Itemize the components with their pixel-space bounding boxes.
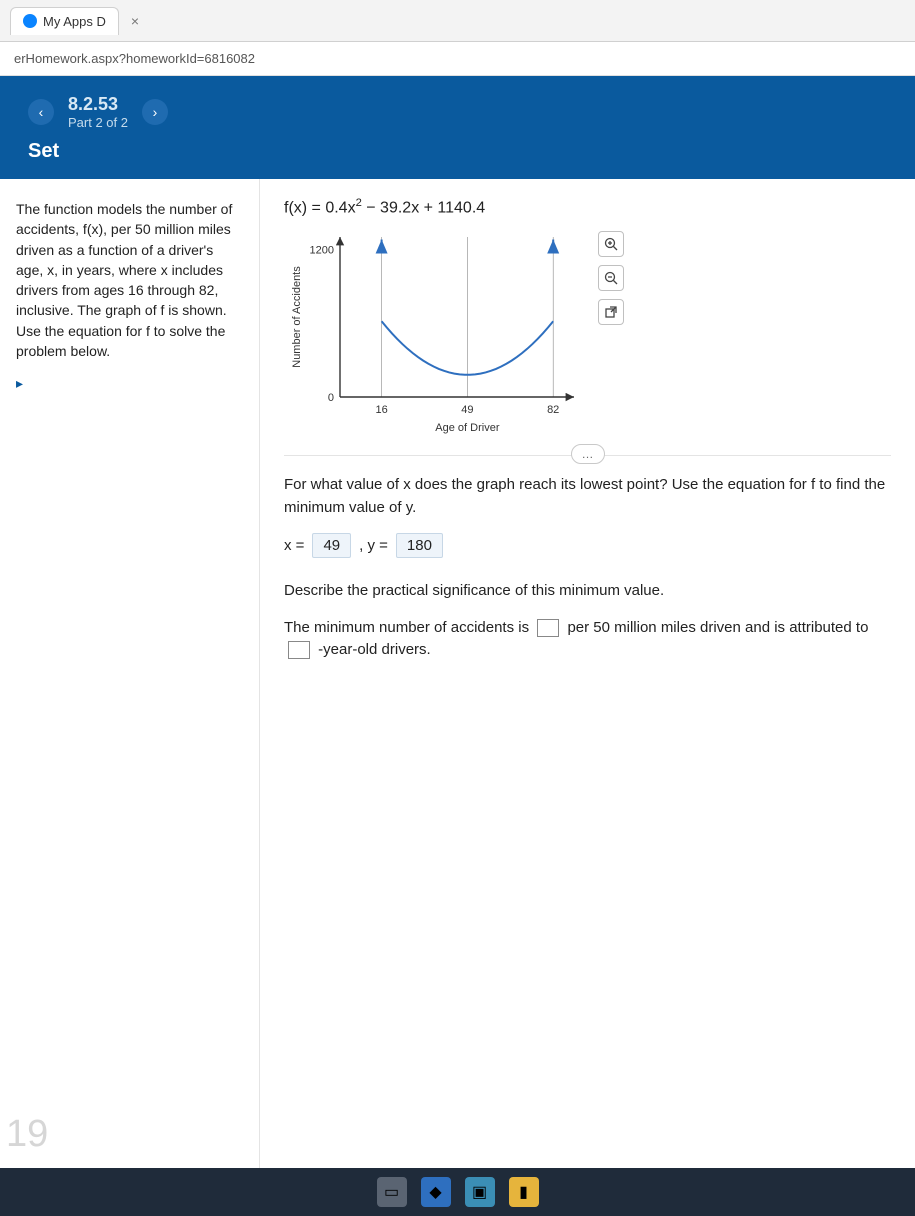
tab-close-icon[interactable]: × bbox=[131, 14, 139, 28]
browser-tab-strip: My Apps D × bbox=[0, 0, 915, 42]
svg-text:16: 16 bbox=[375, 404, 387, 416]
svg-text:Age of Driver: Age of Driver bbox=[435, 422, 500, 434]
svg-text:Number of Accidents: Number of Accidents bbox=[291, 266, 303, 368]
taskbar-app-icon[interactable]: ◆ bbox=[421, 1177, 451, 1207]
question-number: 8.2.53 bbox=[68, 94, 128, 115]
prev-question-button[interactable]: ‹ bbox=[28, 99, 54, 125]
problem-text: The function models the number of accide… bbox=[16, 199, 243, 361]
tab-title: My Apps D bbox=[43, 14, 106, 29]
popout-icon[interactable] bbox=[598, 299, 624, 325]
answer-x-input[interactable]: 49 bbox=[312, 533, 351, 558]
question-2-lead: Describe the practical significance of t… bbox=[284, 580, 891, 603]
collapse-chevron-icon[interactable]: ▸ bbox=[16, 373, 23, 393]
accidents-chart: 1200 0 16 49 82 Age of Driver Number of Accide… bbox=[284, 227, 584, 441]
page-number: 19 bbox=[6, 1113, 48, 1156]
work-panel: f(x) = 0.4x2 − 39.2x + 1140.4 1200 0 16 49 8… bbox=[260, 179, 915, 1168]
problem-statement-panel: The function models the number of accide… bbox=[0, 179, 260, 1168]
q2-part-c: -year-old drivers. bbox=[318, 641, 431, 658]
set-label-text: Set bbox=[28, 140, 59, 162]
function-formula: f(x) = 0.4x2 − 39.2x + 1140.4 bbox=[284, 197, 891, 217]
formula-part-a: f(x) = 0.4x bbox=[284, 199, 356, 216]
q2-part-a: The minimum number of accidents is bbox=[284, 619, 533, 636]
taskbar-app-icon[interactable]: ▭ bbox=[377, 1177, 407, 1207]
q2-part-b: per 50 million miles driven and is attri… bbox=[567, 619, 868, 636]
blank-accidents-input[interactable] bbox=[537, 619, 559, 637]
question-1-text: For what value of x does the graph reach… bbox=[284, 474, 891, 519]
x-equals-label: x = bbox=[284, 537, 304, 554]
question-nav-bar: ‹ 8.2.53 Part 2 of 2 › bbox=[0, 76, 915, 144]
answer-y-input[interactable]: 180 bbox=[396, 533, 443, 558]
answer-row: x = 49 , y = 180 bbox=[284, 533, 891, 558]
chart-tool-column bbox=[598, 227, 624, 325]
question-2-sentence: The minimum number of accidents is per 5… bbox=[284, 617, 891, 662]
homework-set-label: Set bbox=[0, 140, 915, 179]
svg-text:1200: 1200 bbox=[310, 245, 334, 257]
question-part: Part 2 of 2 bbox=[68, 115, 128, 130]
zoom-in-icon[interactable] bbox=[598, 231, 624, 257]
tab-favicon bbox=[23, 14, 37, 28]
taskbar-app-icon[interactable]: ▮ bbox=[509, 1177, 539, 1207]
svg-text:82: 82 bbox=[547, 404, 559, 416]
svg-text:0: 0 bbox=[328, 392, 334, 404]
content-area: The function models the number of accide… bbox=[0, 179, 915, 1168]
taskbar-app-icon[interactable]: ▣ bbox=[465, 1177, 495, 1207]
browser-url-bar[interactable]: erHomework.aspx?homeworkId=6816082 bbox=[0, 42, 915, 76]
y-equals-label: , y = bbox=[359, 537, 388, 554]
blank-age-input[interactable] bbox=[288, 641, 310, 659]
browser-tab[interactable]: My Apps D bbox=[10, 7, 119, 35]
url-text: erHomework.aspx?homeworkId=6816082 bbox=[14, 51, 255, 66]
svg-text:49: 49 bbox=[461, 404, 473, 416]
zoom-out-icon[interactable] bbox=[598, 265, 624, 291]
windows-taskbar: ▭ ◆ ▣ ▮ bbox=[0, 1168, 915, 1216]
formula-part-b: − 39.2x + 1140.4 bbox=[362, 199, 485, 216]
next-question-button[interactable]: › bbox=[142, 99, 168, 125]
more-ellipsis-icon[interactable]: … bbox=[571, 444, 605, 464]
